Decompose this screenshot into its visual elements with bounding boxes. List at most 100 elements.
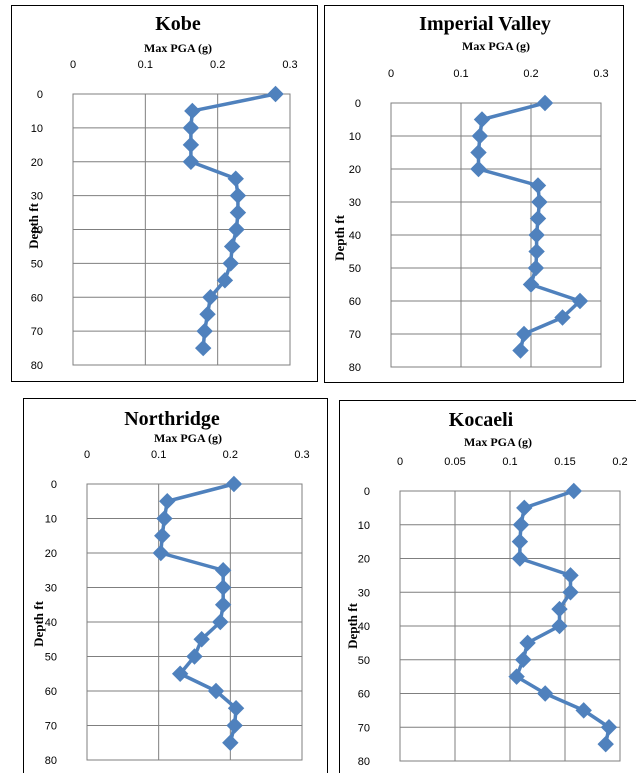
data-point-marker — [471, 127, 489, 145]
data-point-marker — [562, 584, 579, 601]
data-point-marker — [511, 533, 529, 550]
data-point-marker — [184, 102, 201, 120]
data-point-marker — [212, 613, 229, 631]
data-point-marker — [597, 735, 614, 753]
data-point-marker — [514, 651, 532, 668]
y-tick-label: 0 — [51, 479, 57, 491]
data-point-marker — [512, 516, 530, 533]
data-point-marker — [202, 289, 219, 306]
data-point-marker — [528, 243, 545, 260]
data-point-marker — [225, 475, 243, 493]
plot-border — [86, 483, 303, 761]
y-tick-label: 70 — [31, 326, 43, 338]
y-tick-label: 40 — [31, 225, 43, 237]
series-line — [159, 482, 238, 744]
x-tick-label: 0.2 — [210, 59, 225, 71]
data-point-marker — [551, 617, 568, 635]
northridge-plot-area: 0 0.1 0.2 0.3 0 10 20 30 40 50 60 70 80 — [45, 449, 310, 767]
data-point-marker — [515, 325, 533, 343]
data-point-marker — [186, 648, 203, 665]
y-axis-title: Depth ft — [31, 600, 46, 647]
data-point-marker — [171, 665, 189, 682]
kocaeli-plot-area: 0 0.05 0.1 0.15 0.2 0 10 20 30 40 50 60 70 80 — [358, 456, 628, 768]
data-point-marker — [529, 210, 547, 227]
y-tick-label: 20 — [31, 157, 43, 169]
data-point-marker — [512, 342, 529, 359]
data-point-marker — [182, 119, 200, 137]
x-tick-label: 0.3 — [294, 449, 309, 461]
y-tick-label: 50 — [349, 263, 361, 275]
kobe-chart-svg: Kobe Max PGA (g) Depth ft 0 0.1 0.2 0.3 0 10 2… — [26, 13, 298, 372]
imperial-valley-chart: Imperial Valley Max PGA (g) Depth ft 0 0.… — [0, 0, 638, 385]
data-point-marker — [554, 309, 571, 326]
y-tick-label: 30 — [349, 197, 361, 209]
data-point-marker — [600, 719, 618, 736]
plot-border — [399, 490, 621, 762]
data-point-marker — [194, 339, 212, 357]
data-point-marker — [527, 259, 545, 277]
x-tick-label: 0.1 — [151, 449, 166, 461]
series-line — [476, 101, 582, 351]
chart-title: Imperial Valley — [419, 13, 551, 35]
y-tick-label: 30 — [358, 587, 370, 599]
data-point-marker — [159, 493, 176, 510]
data-point-marker — [229, 187, 247, 204]
x-axis-title: Max PGA (g) — [462, 39, 530, 53]
x-tick-label: 0.2 — [523, 68, 538, 80]
data-point-marker — [228, 221, 245, 238]
data-point-marker — [267, 85, 284, 103]
x-tick-label: 0.2 — [223, 449, 238, 461]
x-tick-label: 0.1 — [453, 68, 468, 80]
data-point-marker — [470, 160, 487, 178]
x-tick-label: 0 — [84, 449, 90, 461]
data-point-marker — [222, 255, 239, 272]
y-tick-label: 20 — [349, 164, 361, 176]
x-tick-label: 0 — [397, 456, 403, 468]
x-tick-label: 0 — [388, 68, 394, 80]
y-tick-label: 0 — [355, 98, 361, 110]
y-tick-label: 70 — [349, 329, 361, 341]
data-point-marker — [536, 94, 554, 112]
chart-title: Kocaeli — [449, 409, 514, 431]
y-tick-label: 10 — [358, 520, 370, 532]
data-point-marker — [473, 111, 491, 128]
data-point-marker — [528, 226, 545, 244]
x-tick-label: 0.3 — [593, 68, 608, 80]
data-point-marker — [551, 600, 568, 618]
plot-border — [72, 93, 291, 366]
data-point-marker — [154, 527, 171, 544]
y-tick-label: 80 — [45, 755, 57, 767]
y-tick-label: 20 — [45, 548, 57, 560]
y-tick-label: 60 — [358, 689, 370, 701]
y-tick-label: 50 — [358, 655, 370, 667]
y-tick-label: 80 — [31, 360, 43, 372]
data-point-marker — [223, 238, 241, 255]
x-axis-title: Max PGA (g) — [154, 431, 222, 445]
data-point-marker — [516, 499, 533, 517]
data-point-marker — [226, 717, 243, 734]
imperial-valley-chart-svg: Imperial Valley Max PGA (g) Depth ft 0 0.… — [332, 13, 609, 374]
data-point-marker — [565, 482, 583, 500]
data-point-marker — [196, 322, 213, 340]
y-tick-label: 60 — [349, 296, 361, 308]
kobe-panel-frame — [11, 5, 318, 382]
data-point-marker — [214, 596, 232, 613]
x-axis-title: Max PGA (g) — [144, 41, 212, 55]
y-tick-label: 70 — [45, 721, 57, 733]
data-point-marker — [214, 579, 232, 596]
data-point-marker — [156, 510, 173, 527]
data-point-marker — [227, 170, 244, 187]
data-point-marker — [199, 305, 216, 323]
kobe-plot-area: 0 0.1 0.2 0.3 0 10 20 30 40 50 60 70 80 — [31, 59, 298, 372]
y-axis-title: Depth ft — [26, 202, 41, 249]
data-point-marker — [562, 567, 579, 584]
series-line — [189, 92, 276, 349]
data-point-marker — [522, 276, 540, 293]
kobe-chart: Kobe Max PGA (g) Depth ft 0 0.1 0.2 0.3 0 10 2… — [0, 0, 320, 385]
data-point-marker — [207, 682, 225, 700]
data-point-marker — [227, 700, 245, 717]
chart-title: Kobe — [155, 13, 201, 35]
imperial-valley-panel-frame — [324, 5, 624, 383]
x-tick-label: 0.15 — [554, 456, 575, 468]
data-point-marker — [511, 550, 529, 567]
